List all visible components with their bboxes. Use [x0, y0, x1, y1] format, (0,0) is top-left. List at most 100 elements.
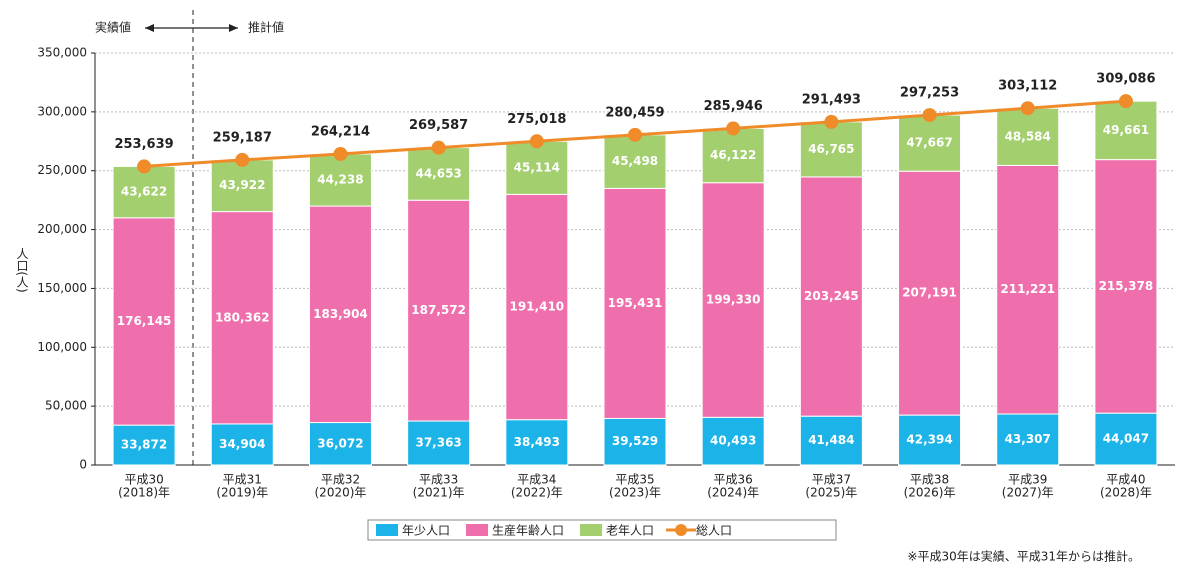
- data-label: 45,498: [612, 154, 658, 168]
- legend-label: 年少人口: [402, 524, 450, 538]
- y-tick-label: 100,000: [37, 340, 87, 354]
- data-label: 207,191: [902, 286, 957, 300]
- data-label: 36,072: [317, 436, 363, 450]
- x-tick-label: 平成33: [419, 473, 458, 487]
- y-tick-label: 200,000: [37, 222, 87, 236]
- data-label: 215,378: [1099, 279, 1154, 293]
- x-tick-label: (2026)年: [904, 486, 956, 500]
- data-label: 285,946: [704, 99, 763, 114]
- bar-segment: [505, 419, 569, 466]
- legend-label: 老年人口: [606, 524, 654, 538]
- y-tick-label: 50,000: [45, 399, 87, 413]
- bar-segment: [407, 147, 471, 201]
- data-label: 46,765: [808, 142, 854, 156]
- x-tick-label: 平成34: [517, 473, 556, 487]
- data-label: 183,904: [313, 307, 368, 321]
- line-marker: [628, 127, 642, 142]
- line-marker: [431, 140, 446, 155]
- bar-segment: [308, 205, 372, 424]
- data-label: 34,904: [219, 437, 265, 451]
- bar-segment: [210, 211, 274, 425]
- data-label: 211,221: [1000, 282, 1055, 296]
- bar-segment: [898, 414, 962, 466]
- y-tick-label: 300,000: [37, 104, 87, 118]
- bar-segment: [701, 182, 765, 418]
- data-label: 280,459: [605, 105, 664, 120]
- annotation: 推計値: [248, 20, 284, 35]
- line-marker: [1118, 94, 1133, 109]
- bar-segment: [210, 159, 274, 213]
- data-label: 303,112: [998, 79, 1057, 94]
- bar-segment: [603, 417, 667, 466]
- x-tick-label: 平成31: [223, 473, 262, 487]
- data-label: 42,394: [906, 433, 952, 447]
- bar-segment: [996, 164, 1060, 415]
- data-label: 47,667: [906, 136, 952, 150]
- x-tick-label: 平成36: [714, 473, 753, 487]
- x-tick-label: (2019)年: [216, 486, 268, 500]
- line-marker: [1020, 101, 1035, 116]
- bar-segment: [898, 170, 962, 416]
- x-tick-label: (2022)年: [511, 486, 563, 500]
- data-label: 203,245: [804, 289, 859, 303]
- data-label: 44,047: [1103, 432, 1149, 446]
- data-label: 40,493: [710, 434, 756, 448]
- line-marker: [333, 146, 348, 161]
- data-label: 297,253: [900, 86, 959, 101]
- line-marker: [137, 159, 152, 174]
- bar-segment: [407, 420, 471, 466]
- data-label: 269,587: [409, 118, 468, 133]
- data-label: 33,872: [121, 438, 167, 452]
- data-label: 253,639: [114, 137, 173, 152]
- data-label: 191,410: [509, 300, 564, 314]
- x-tick-label: 平成32: [321, 473, 360, 487]
- note: ※平成30年は実績、平成31年からは推計。: [907, 549, 1140, 564]
- bar-segment: [603, 134, 667, 189]
- y-tick-label: 350,000: [37, 46, 87, 60]
- data-label: 187,572: [411, 303, 466, 317]
- y-tick-label: 250,000: [37, 163, 87, 177]
- bar-segment: [308, 422, 372, 466]
- bar-segment: [210, 423, 274, 466]
- data-label: 39,529: [612, 434, 658, 448]
- x-tick-label: (2027)年: [1002, 486, 1054, 500]
- data-label: 37,363: [415, 436, 461, 450]
- x-tick-label: (2024)年: [707, 486, 759, 500]
- legend-label: 生産年齢人口: [492, 523, 564, 538]
- line-marker: [726, 121, 741, 136]
- data-label: 176,145: [117, 314, 172, 328]
- data-label: 309,086: [1096, 72, 1155, 87]
- data-label: 275,018: [507, 112, 566, 127]
- legend: 年少人口 生産年齢人口 老年人口 総人口: [367, 519, 837, 541]
- x-tick-label: (2023)年: [609, 486, 661, 500]
- legend-swatch: [580, 524, 603, 536]
- bar-segment: [308, 153, 372, 207]
- x-tick-label: 平成30: [124, 473, 163, 487]
- bar-segment: [603, 187, 667, 419]
- bar-segment: [505, 193, 569, 421]
- y-tick-label: 0: [79, 458, 87, 472]
- legend-label: 総人口: [696, 524, 732, 538]
- data-label: 38,493: [514, 435, 560, 449]
- data-label: 46,122: [710, 148, 756, 162]
- data-label: 195,431: [608, 296, 663, 310]
- bar-segment: [1094, 159, 1158, 414]
- line-marker: [824, 114, 839, 129]
- x-tick-label: 平成35: [615, 473, 654, 487]
- bar-segment: [112, 165, 176, 219]
- x-tick-label: 平成38: [910, 473, 949, 487]
- data-label: 43,307: [1005, 432, 1051, 446]
- line-marker: [529, 134, 544, 149]
- data-label: 49,661: [1103, 123, 1149, 137]
- data-label: 291,493: [802, 92, 861, 107]
- bar-segment: [898, 114, 962, 172]
- bar-segment: [112, 217, 176, 426]
- line-marker: [922, 108, 937, 123]
- legend-swatch: [376, 524, 398, 536]
- legend-swatch: [466, 524, 489, 536]
- y-axis-label: 人口(人): [15, 247, 29, 293]
- x-tick-label: (2021)年: [413, 486, 465, 500]
- data-label: 43,622: [121, 185, 167, 199]
- x-tick-label: (2018)年: [118, 486, 170, 500]
